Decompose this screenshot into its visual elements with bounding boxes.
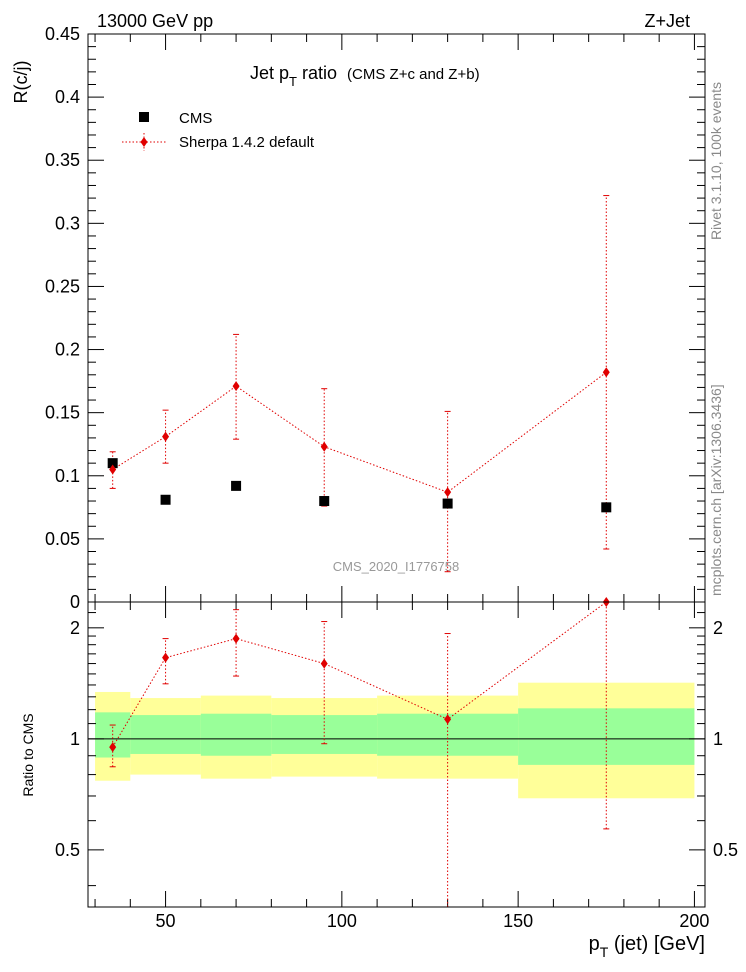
ratio-mc-data-point (444, 714, 452, 725)
mcplots-label: mcplots.cern.ch [arXiv:1306.3436] (708, 384, 724, 596)
title-subscript: T (289, 74, 297, 89)
energy-label: 13000 GeV pp (97, 11, 213, 31)
legend-cms-marker (139, 112, 149, 122)
x-tick-label: 200 (679, 911, 709, 931)
x-tick-label: 150 (503, 911, 533, 931)
ratio-axes: 0.5 0.5 1 1 2 2 (55, 602, 738, 907)
top-y-tick-label: 0.4 (55, 87, 80, 107)
top-y-label: R(c/j) (11, 61, 31, 104)
ratio-band-inner (200, 713, 272, 756)
cms-data-point (160, 494, 171, 505)
title-tail: ratio (297, 63, 337, 83)
x-label-main: p (589, 933, 600, 955)
ratio-y-tick-label-right: 0.5 (713, 840, 738, 860)
ratio-mc-data-point (109, 742, 117, 753)
title-main: Jet p (250, 63, 289, 83)
x-tick-label: 50 (156, 911, 176, 931)
top-axes: 0 0.05 0.1 0.15 0.2 0.25 0.3 0.35 0.4 0.45 (45, 24, 705, 612)
x-axis-label: pT (jet) [GeV] (589, 933, 705, 960)
top-y-tick-label: 0 (70, 592, 80, 612)
title-note: (CMS Z+c and Z+b) (347, 66, 480, 83)
x-label-subscript: T (600, 944, 609, 960)
ratio-y-tick-label: 0.5 (55, 840, 80, 860)
process-label: Z+Jet (644, 11, 690, 31)
ratio-panel: 0.5 0.5 1 1 2 2 Ratio to CMS (20, 597, 738, 908)
ratio-panel-frame (87, 601, 706, 908)
rivet-label: Rivet 3.1.10, 100k events (708, 82, 724, 240)
ratio-y-tick-label-right: 1 (713, 729, 723, 749)
top-panel: Jet pT ratio (CMS Z+c and Z+b) CMS Sherp… (11, 24, 706, 612)
cms-data-point (601, 502, 612, 513)
mc-data-point (232, 381, 240, 392)
top-y-tick-label: 0.25 (45, 276, 80, 296)
legend-mc-label: Sherpa 1.4.2 default (179, 134, 315, 151)
mc-data-point (602, 367, 610, 378)
mc-line (112, 371, 607, 493)
mc-data-point (109, 464, 117, 475)
ratio-mc-data-point (232, 633, 240, 644)
ratio-y-tick-label: 2 (70, 618, 80, 638)
ratio-mc-data-point (162, 652, 170, 663)
top-y-tick-label: 0.15 (45, 403, 80, 423)
x-label-tail: (jet) [GeV] (608, 933, 705, 955)
cms-data-point (319, 496, 330, 507)
legend-mc-marker (140, 137, 148, 147)
top-y-tick-label: 0.3 (55, 213, 80, 233)
mc-data-point (162, 431, 170, 442)
x-tick-label: 100 (327, 911, 357, 931)
mc-data-point (444, 487, 452, 498)
top-y-tick-label: 0.05 (45, 529, 80, 549)
ratio-y-label: Ratio to CMS (20, 713, 36, 796)
legend: CMS Sherpa 1.4.2 default (122, 110, 315, 151)
top-y-tick-label: 0.35 (45, 150, 80, 170)
ratio-mc-data-point (320, 658, 328, 669)
ratio-band-inner (271, 715, 378, 754)
top-y-tick-label: 0.1 (55, 466, 80, 486)
analysis-watermark: CMS_2020_I1776758 (333, 559, 460, 574)
top-y-tick-label: 0.45 (45, 24, 80, 44)
ratio-bands (88, 682, 705, 799)
chart-title: Jet pT ratio (CMS Z+c and Z+b) (250, 63, 480, 89)
cms-data-point (231, 480, 242, 491)
top-marks (107, 195, 612, 573)
cms-data-point (107, 458, 118, 469)
ratio-y-tick-label-right: 2 (713, 618, 723, 638)
cms-data-point (442, 498, 453, 509)
x-tick-labels: 50 100 150 200 (156, 911, 710, 931)
ratio-band-inner (130, 715, 201, 754)
mc-data-point (320, 441, 328, 452)
ratio-y-tick-label: 1 (70, 729, 80, 749)
top-y-tick-label: 0.2 (55, 340, 80, 360)
legend-cms-label: CMS (179, 110, 212, 127)
